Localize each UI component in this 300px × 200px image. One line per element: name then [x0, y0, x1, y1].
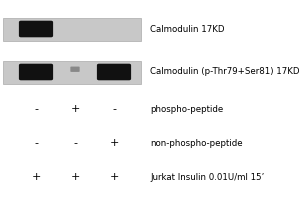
Text: Calmodulin (p-Thr79+Ser81) 17KD: Calmodulin (p-Thr79+Ser81) 17KD [150, 68, 299, 76]
Text: Jurkat Insulin 0.01U/ml 15’: Jurkat Insulin 0.01U/ml 15’ [150, 172, 264, 182]
Text: +: + [70, 104, 80, 114]
Text: +: + [70, 172, 80, 182]
Text: -: - [112, 104, 116, 114]
Text: +: + [31, 172, 41, 182]
FancyBboxPatch shape [3, 18, 141, 40]
FancyBboxPatch shape [19, 21, 53, 37]
FancyBboxPatch shape [70, 67, 80, 72]
FancyBboxPatch shape [3, 60, 141, 84]
Text: -: - [73, 138, 77, 148]
Text: -: - [34, 104, 38, 114]
FancyBboxPatch shape [97, 64, 131, 80]
Text: phospho-peptide: phospho-peptide [150, 104, 223, 114]
Text: Calmodulin 17KD: Calmodulin 17KD [150, 24, 224, 33]
Text: +: + [109, 172, 119, 182]
Text: +: + [109, 138, 119, 148]
Text: non-phospho-peptide: non-phospho-peptide [150, 138, 243, 148]
Text: -: - [34, 138, 38, 148]
FancyBboxPatch shape [19, 64, 53, 80]
